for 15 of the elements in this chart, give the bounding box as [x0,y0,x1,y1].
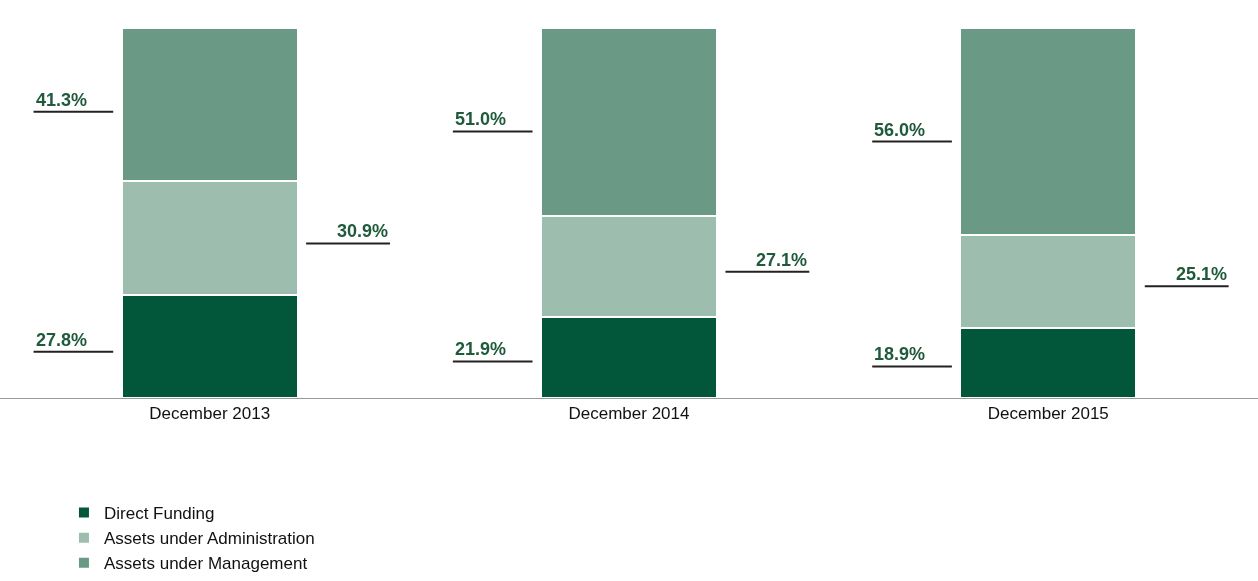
data-label: 30.9% [337,221,389,241]
legend-label: Direct Funding [103,504,215,524]
x-tick-label: December 2013 [149,404,271,424]
data-label: 25.1% [1176,264,1228,284]
data-label: 51.0% [455,109,507,129]
data-label: 56.0% [874,120,926,140]
data-label: 27.1% [756,250,808,270]
data-label: 21.9% [455,339,507,359]
data-label: 27.8% [36,330,88,350]
legend-label: Assets under Management [103,554,308,574]
data-label: 18.9% [874,344,926,364]
data-label: 41.3% [36,90,88,110]
legend-label: Assets under Administration [103,529,315,549]
x-tick-label: December 2014 [568,404,690,424]
x-tick-label: December 2015 [987,404,1109,424]
